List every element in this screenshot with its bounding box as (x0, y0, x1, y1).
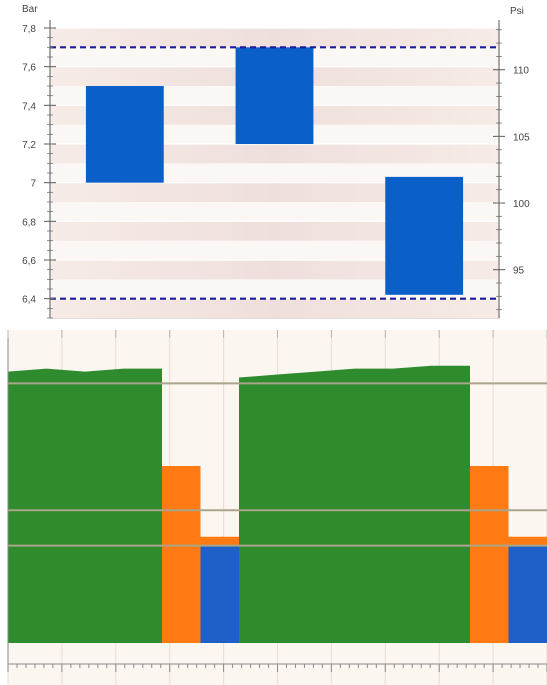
y-tick-label: 6,8 (22, 217, 36, 228)
y-tick-label: 7,2 (22, 140, 36, 151)
y-tick-label: 7,8 (22, 24, 36, 35)
y-tick-label: 6,6 (22, 256, 36, 267)
y-right-axis-label: Psi (510, 6, 524, 17)
y-right-tick-label: 110 (513, 66, 529, 77)
plot-band (51, 28, 498, 48)
y-tick-label: 7 (30, 179, 36, 190)
plot-band (51, 298, 498, 318)
y-tick-label: 7,6 (22, 63, 36, 74)
range-bars (85, 47, 464, 295)
range-bar (385, 176, 464, 295)
trace-axes (7, 330, 547, 672)
trace-reference-lines (8, 382, 547, 547)
level-trace-chart (7, 330, 547, 685)
y-tick-label: 7,4 (22, 101, 36, 112)
y-tick-label: 6,4 (22, 295, 36, 306)
trace-area (200, 545, 547, 643)
y-right-tick-label: 105 (513, 132, 530, 143)
reference-lines (50, 46, 499, 300)
pressure-range-chart: 7,8 7,6 7,4 7,2 7 6,8 6,6 6,4 110 105 100 95 Bar Ps… (22, 4, 530, 319)
y-right-tick-label: 95 (513, 266, 525, 277)
y-right-tick-label: 100 (513, 199, 530, 210)
y-left-axis-label: Bar (22, 4, 38, 15)
trace-series (8, 365, 547, 643)
range-bar (235, 47, 314, 145)
range-bar (85, 86, 164, 183)
trace-area (8, 365, 470, 643)
axes: 7,8 7,6 7,4 7,2 7 6,8 6,6 6,4 110 105 100 95 (22, 20, 530, 319)
